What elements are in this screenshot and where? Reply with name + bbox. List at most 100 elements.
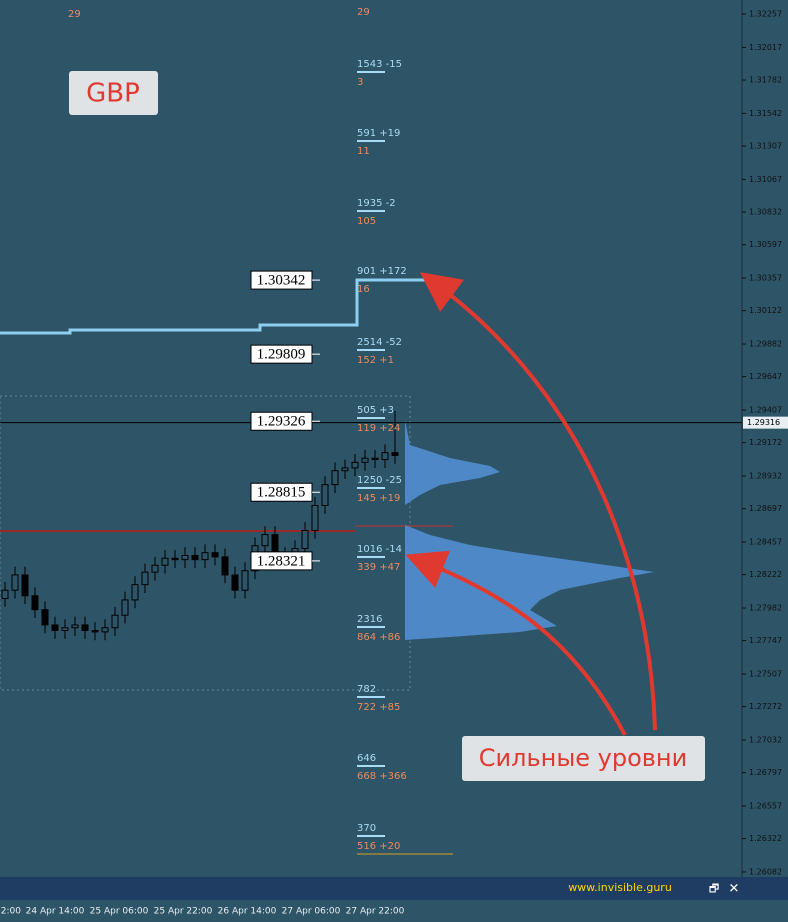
candle-body [21, 574, 29, 597]
x-tick-label: 27 Apr 22:00 [346, 907, 405, 917]
delta-label: 339 +47 [357, 562, 400, 573]
y-tick-label: 1.31782 [749, 76, 782, 85]
y-tick-label: 1.30122 [749, 306, 782, 315]
candle-body [241, 570, 249, 591]
volume-label: 1250 -25 [357, 475, 402, 486]
candle-body [351, 461, 359, 469]
y-tick-label: 1.29882 [749, 340, 782, 349]
top-count: 29 [357, 7, 370, 18]
delta-label: 3 [357, 77, 363, 88]
y-tick-label: 1.28932 [749, 471, 782, 480]
x-tick-label: 24 Apr 14:00 [26, 907, 85, 917]
candle-body [311, 504, 319, 531]
current-price-box [743, 416, 788, 429]
volume-label: 901 +172 [357, 266, 407, 277]
y-tick-label: 1.26557 [749, 801, 782, 810]
volume-label: 370 [357, 823, 376, 834]
candle-body [181, 554, 189, 561]
candle-body [121, 599, 129, 616]
candle-body [141, 571, 149, 586]
candle-body [191, 554, 199, 561]
volume-label: 1016 -14 [357, 544, 402, 555]
delta-label: 119 +24 [357, 423, 400, 434]
close-button[interactable]: ✕ [729, 882, 740, 897]
delta-label: 152 +1 [357, 355, 394, 366]
delta-label: 105 [357, 216, 376, 227]
y-tick-label: 1.28697 [749, 504, 782, 513]
y-tick-label: 1.31067 [749, 175, 782, 184]
candle-body [131, 584, 139, 601]
candle-body [341, 467, 349, 472]
level-label: 1.29809 [257, 347, 306, 363]
volume-label: 591 +19 [357, 128, 400, 139]
delta-label: 516 +20 [357, 841, 400, 852]
y-tick-label: 1.27982 [749, 603, 782, 612]
volume-label: 646 [357, 753, 376, 764]
y-tick-label: 1.28457 [749, 537, 782, 546]
y-tick-label: 1.30357 [749, 274, 782, 283]
y-tick-label: 1.26797 [749, 768, 782, 777]
footer-bar [0, 877, 788, 900]
delta-label: 722 +85 [357, 702, 400, 713]
candle-body [161, 557, 169, 566]
y-tick-label: 1.30597 [749, 240, 782, 249]
candle-body [81, 624, 89, 631]
delta-label: 145 +19 [357, 493, 400, 504]
volume-label: 1935 -2 [357, 198, 396, 209]
volume-label: 2316 [357, 614, 382, 625]
top-count: 29 [68, 9, 81, 20]
candle-body [391, 452, 399, 456]
candle-body [1, 589, 9, 600]
candle-body [381, 452, 389, 461]
chart-title: GBP [86, 79, 140, 109]
candle-body [211, 552, 219, 558]
candle-body [221, 556, 229, 576]
candle-body [41, 609, 49, 626]
x-tick-label: 22:00 [0, 907, 21, 917]
annotation-box [462, 736, 705, 781]
y-tick-label: 1.30832 [749, 208, 782, 217]
candle-body [331, 470, 339, 486]
current-price-label: 1.29316 [747, 418, 780, 427]
candle-body [111, 614, 119, 629]
y-tick-label: 1.32017 [749, 43, 782, 52]
y-tick-label: 1.26082 [749, 867, 782, 876]
y-tick-label: 1.26322 [749, 834, 782, 843]
annotation: Сильные уровни [479, 744, 687, 772]
y-tick-label: 1.27747 [749, 636, 782, 645]
restore-button[interactable]: 🗗 [709, 882, 719, 895]
delta-label: 16 [357, 284, 370, 295]
candle-body [101, 627, 109, 633]
candle-body [51, 624, 59, 631]
volume-label: 2514 -52 [357, 337, 402, 348]
volume-profile [405, 420, 654, 640]
candle-body [201, 552, 209, 561]
candle-body [371, 457, 379, 461]
title-box [69, 71, 158, 115]
y-tick-label: 1.31542 [749, 109, 782, 118]
y-tick-label: 1.31307 [749, 142, 782, 151]
x-tick-label: 25 Apr 22:00 [154, 907, 213, 917]
delta-label: 11 [357, 146, 370, 157]
y-tick-label: 1.29647 [749, 372, 782, 381]
candle-body [321, 484, 329, 506]
arrow [405, 550, 627, 736]
level-label: 1.28815 [257, 485, 306, 501]
time-axis [0, 900, 788, 922]
candle-body [301, 529, 309, 550]
candle-body [171, 557, 179, 561]
step-line [0, 278, 453, 335]
candle-body [151, 564, 159, 573]
y-tick-label: 1.29172 [749, 438, 782, 447]
y-tick-label: 1.27507 [749, 669, 782, 678]
candle-body [91, 629, 99, 633]
volume-label: 1543 -15 [357, 59, 402, 70]
level-label: 1.28321 [257, 553, 306, 569]
volume-label: 782 [357, 684, 376, 695]
candle-body [361, 457, 369, 463]
x-tick-label: 27 Apr 06:00 [282, 907, 341, 917]
candle-body [261, 534, 269, 547]
candle-body [71, 624, 79, 629]
delta-label: 864 +86 [357, 632, 400, 643]
